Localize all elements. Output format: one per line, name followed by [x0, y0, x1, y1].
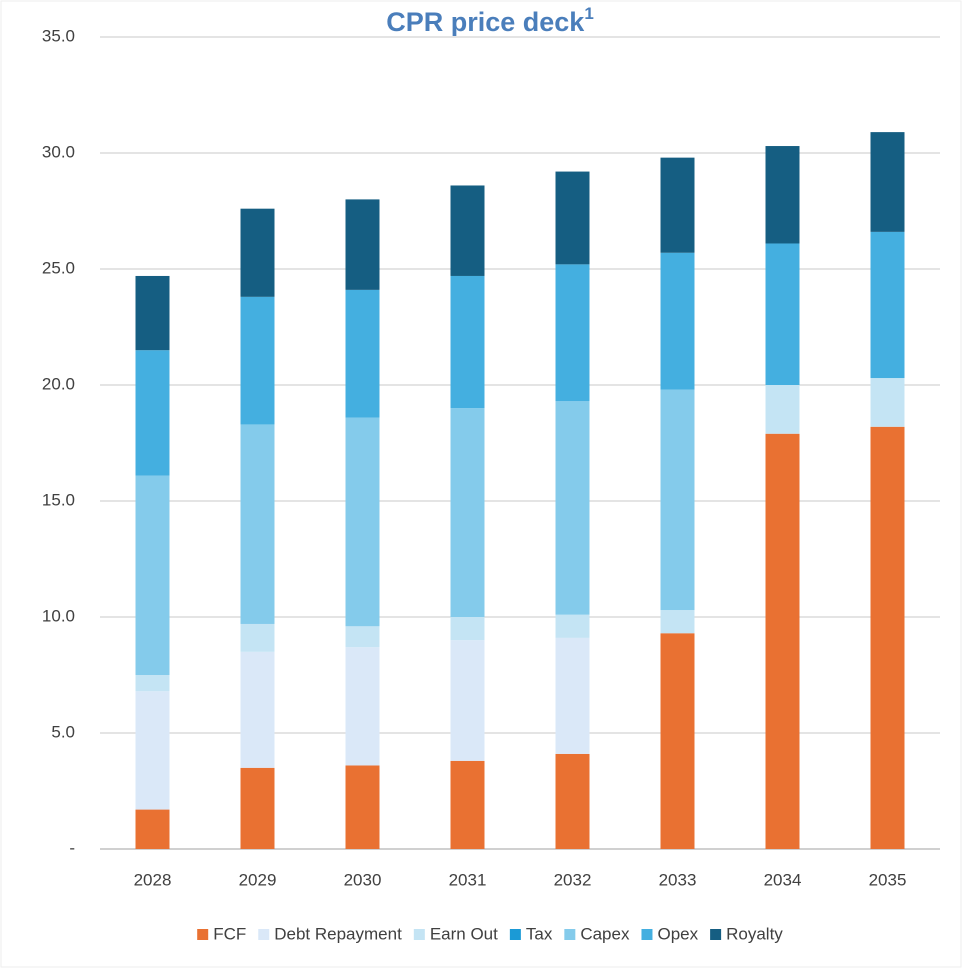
- x-tick-label: 2035: [869, 870, 907, 889]
- bar-segment: [765, 433, 800, 849]
- bar-segment: [870, 426, 905, 849]
- bar-segment: [240, 424, 275, 624]
- bar-segment: [135, 350, 170, 476]
- bar-segment: [240, 651, 275, 768]
- bar-segment: [555, 401, 590, 615]
- bar-segment: [240, 767, 275, 849]
- bar-segment: [450, 640, 485, 761]
- bar-segment: [240, 296, 275, 425]
- y-tick-label: 25.0: [42, 258, 75, 277]
- x-tick-label: 2031: [449, 870, 487, 889]
- legend-label: Debt Repayment: [274, 924, 402, 943]
- bar-segment: [345, 417, 380, 627]
- bar-segment: [765, 146, 800, 244]
- bar-segment: [135, 691, 170, 810]
- bar-segment: [765, 243, 800, 385]
- y-tick-label: 20.0: [42, 374, 75, 393]
- chart-title: CPR price deck1: [386, 4, 594, 37]
- legend-label: Capex: [580, 924, 630, 943]
- bar-segment: [240, 208, 275, 297]
- legend-label: Opex: [657, 924, 698, 943]
- legend-swatch: [413, 929, 425, 940]
- legend-swatch: [197, 929, 209, 940]
- legend-swatch: [258, 929, 270, 940]
- bar-segment: [135, 275, 170, 351]
- bar-segment: [450, 408, 485, 617]
- bar-segment: [555, 264, 590, 402]
- legend-swatch: [641, 929, 653, 940]
- legend-label: FCF: [213, 924, 246, 943]
- title-text: CPR price deck: [386, 7, 585, 37]
- bar-segment: [135, 809, 170, 849]
- bar-segment: [870, 231, 905, 379]
- bar-segment: [345, 647, 380, 766]
- bar-segment: [135, 675, 170, 692]
- x-tick-label: 2033: [659, 870, 697, 889]
- bar-segment: [765, 385, 800, 434]
- bar-segment: [345, 765, 380, 849]
- bar-segment: [345, 199, 380, 290]
- y-tick-label: 10.0: [42, 606, 75, 625]
- bar-segment: [555, 753, 590, 849]
- bar-segment: [660, 389, 695, 611]
- bar-segment: [555, 637, 590, 754]
- legend-swatch: [564, 929, 576, 940]
- y-tick-label: 15.0: [42, 490, 75, 509]
- y-tick-label: 30.0: [42, 142, 75, 161]
- x-tick-label: 2028: [134, 870, 172, 889]
- legend-label: Royalty: [726, 924, 783, 943]
- bar-segment: [870, 378, 905, 427]
- legend-swatch: [509, 929, 521, 940]
- bar-segment: [660, 633, 695, 849]
- bar-segment: [660, 157, 695, 253]
- bar-segment: [240, 623, 275, 652]
- bar-segment: [555, 614, 590, 638]
- x-tick-label: 2032: [554, 870, 592, 889]
- x-tick-label: 2030: [344, 870, 382, 889]
- bar-segment: [135, 475, 170, 675]
- x-tick-label: 2029: [239, 870, 277, 889]
- legend-swatch: [710, 929, 722, 940]
- bar-segment: [450, 760, 485, 849]
- bar-segment: [450, 275, 485, 409]
- bar-segment: [345, 626, 380, 648]
- legend-label: Tax: [526, 924, 553, 943]
- bar-segment: [450, 185, 485, 276]
- x-tick-label: 2034: [764, 870, 802, 889]
- bar-segment: [450, 617, 485, 641]
- bar-segment: [345, 289, 380, 418]
- y-tick-label: 35.0: [42, 26, 75, 45]
- title-note: 1: [584, 4, 593, 23]
- bar-segment: [660, 610, 695, 634]
- bar-segment: [660, 252, 695, 390]
- bar-segment: [870, 132, 905, 232]
- y-tick-label: 5.0: [51, 722, 75, 741]
- bar-segment: [555, 171, 590, 265]
- y-tick-label: -: [69, 838, 75, 857]
- legend-label: Earn Out: [430, 924, 498, 943]
